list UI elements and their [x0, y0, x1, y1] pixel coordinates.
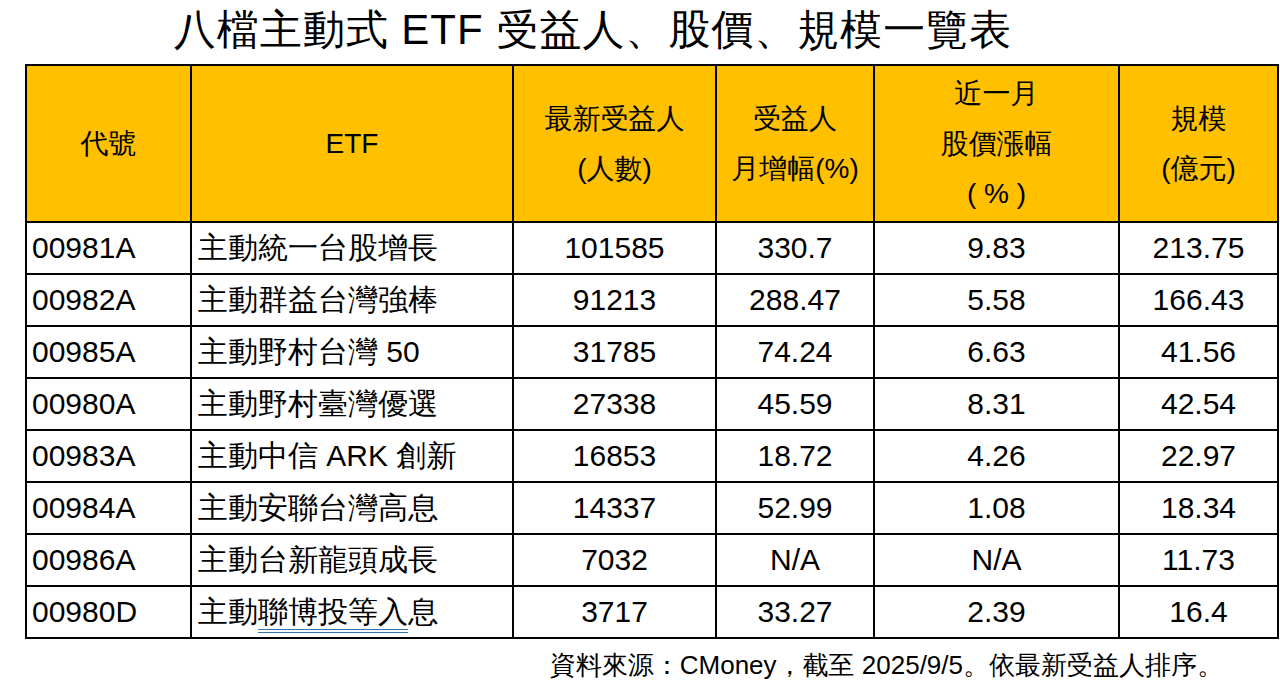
monthly-growth-cell: 52.99 — [716, 482, 874, 534]
scale-cell: 16.4 — [1119, 586, 1278, 638]
etf-name-cell: 主動安聯台灣高息 — [191, 482, 513, 534]
etf-name-cell: 主動台新龍頭成長 — [191, 534, 513, 586]
scale-cell: 42.54 — [1119, 378, 1278, 430]
monthly-growth-cell: 18.72 — [716, 430, 874, 482]
etf-code-cell: 00983A — [26, 430, 191, 482]
monthly-growth-cell: N/A — [716, 534, 874, 586]
scale-cell: 41.56 — [1119, 326, 1278, 378]
holders-cell: 3717 — [513, 586, 716, 638]
scale-cell: 18.34 — [1119, 482, 1278, 534]
scale-cell: 213.75 — [1119, 222, 1278, 274]
etf-code-cell: 00981A — [26, 222, 191, 274]
scale-cell: 22.97 — [1119, 430, 1278, 482]
price-change-cell: N/A — [874, 534, 1119, 586]
holders-cell: 16853 — [513, 430, 716, 482]
table-row: 00985A 主動野村台灣 50 31785 74.24 6.63 41.56 — [26, 326, 1278, 378]
etf-name-part: 主動 — [198, 595, 258, 628]
etf-name-cell: 主動聯博投等入息 — [191, 586, 513, 638]
holders-cell: 27338 — [513, 378, 716, 430]
etf-table: 代號 ETF 最新受益人 (人數) 受益人 月增幅(%) 近一月 股價漲幅 ( … — [25, 64, 1279, 639]
price-change-cell: 5.58 — [874, 274, 1119, 326]
etf-name-cell: 主動野村台灣 50 — [191, 326, 513, 378]
etf-name-cell: 主動中信 ARK 創新 — [191, 430, 513, 482]
table-row: 00980A 主動野村臺灣優選 27338 45.59 8.31 42.54 — [26, 378, 1278, 430]
holders-cell: 14337 — [513, 482, 716, 534]
table-row: 00983A 主動中信 ARK 創新 16853 18.72 4.26 22.9… — [26, 430, 1278, 482]
price-change-cell: 6.63 — [874, 326, 1119, 378]
etf-code-cell: 00985A — [26, 326, 191, 378]
table-row: 00981A 主動統一台股增長 101585 330.7 9.83 213.75 — [26, 222, 1278, 274]
etf-code-cell: 00984A — [26, 482, 191, 534]
etf-name-part: 息 — [408, 595, 438, 628]
holders-cell: 91213 — [513, 274, 716, 326]
header-row: 代號 ETF 最新受益人 (人數) 受益人 月增幅(%) 近一月 股價漲幅 ( … — [26, 65, 1278, 222]
etf-name-cell: 主動野村臺灣優選 — [191, 378, 513, 430]
scale-cell: 11.73 — [1119, 534, 1278, 586]
etf-code-cell: 00980A — [26, 378, 191, 430]
monthly-growth-cell: 33.27 — [716, 586, 874, 638]
table-row: 00984A 主動安聯台灣高息 14337 52.99 1.08 18.34 — [26, 482, 1278, 534]
col-header-etf: ETF — [191, 65, 513, 222]
price-change-cell: 9.83 — [874, 222, 1119, 274]
col-header-etf-label: ETF — [192, 119, 512, 169]
monthly-growth-cell: 330.7 — [716, 222, 874, 274]
source-note: 資料來源：CMoney，截至 2025/9/5。依最新受益人排序。 — [0, 648, 1223, 683]
price-change-cell: 4.26 — [874, 430, 1119, 482]
holders-cell: 101585 — [513, 222, 716, 274]
holders-cell: 7032 — [513, 534, 716, 586]
etf-code-cell: 00982A — [26, 274, 191, 326]
col-header-monthly-growth: 受益人 月增幅(%) — [716, 65, 874, 222]
scale-cell: 166.43 — [1119, 274, 1278, 326]
price-change-cell: 2.39 — [874, 586, 1119, 638]
monthly-growth-cell: 288.47 — [716, 274, 874, 326]
page-title: 八檔主動式 ETF 受益人、股價、規模一覽表 — [0, 2, 1186, 58]
etf-name-cell: 主動群益台灣強棒 — [191, 274, 513, 326]
table-row: 00980D 主動聯博投等入息 3717 33.27 2.39 16.4 — [26, 586, 1278, 638]
col-header-code-label: 代號 — [27, 119, 190, 169]
col-header-price-change: 近一月 股價漲幅 ( % ) — [874, 65, 1119, 222]
etf-name-cell: 主動統一台股增長 — [191, 222, 513, 274]
etf-code-cell: 00980D — [26, 586, 191, 638]
monthly-growth-cell: 45.59 — [716, 378, 874, 430]
holders-cell: 31785 — [513, 326, 716, 378]
etf-code-cell: 00986A — [26, 534, 191, 586]
col-header-code: 代號 — [26, 65, 191, 222]
col-header-scale: 規模 (億元) — [1119, 65, 1278, 222]
table-row: 00982A 主動群益台灣強棒 91213 288.47 5.58 166.43 — [26, 274, 1278, 326]
monthly-growth-cell: 74.24 — [716, 326, 874, 378]
price-change-cell: 8.31 — [874, 378, 1119, 430]
page: 八檔主動式 ETF 受益人、股價、規模一覽表 代號 ETF 最新受益人 (人數) — [0, 0, 1280, 686]
col-header-holders: 最新受益人 (人數) — [513, 65, 716, 222]
price-change-cell: 1.08 — [874, 482, 1119, 534]
table-row: 00986A 主動台新龍頭成長 7032 N/A N/A 11.73 — [26, 534, 1278, 586]
grammar-underlined-text: 聯博投等入 — [258, 595, 408, 633]
